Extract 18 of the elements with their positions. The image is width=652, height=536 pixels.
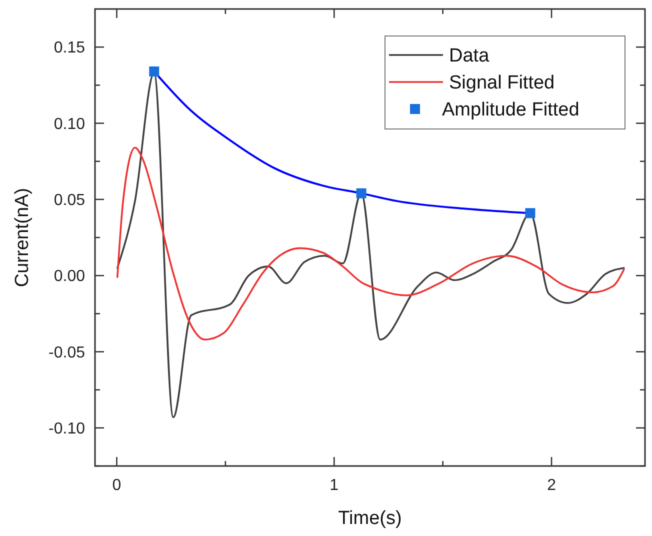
- point: [356, 188, 366, 198]
- y-tick-label: 0.00: [54, 268, 86, 286]
- x-tick-label: 1: [330, 477, 339, 494]
- y-tick-label: 0.05: [54, 192, 86, 210]
- x-axis-title: Time(s): [338, 508, 402, 529]
- line-series: [116, 146, 625, 340]
- x-tick-label: 0: [112, 477, 122, 494]
- point: [149, 66, 160, 76]
- y-tick-label: -0.10: [48, 420, 86, 438]
- y-tick-label: 0.10: [54, 116, 86, 133]
- point: [525, 208, 536, 218]
- y-tick-label: -0.05: [48, 344, 86, 362]
- y-axis-title: Current(nA): [12, 188, 33, 288]
- legend-label: Amplitude Fitted: [442, 100, 580, 121]
- x-tick-label: 2: [547, 477, 556, 494]
- y-tick-label: 0.15: [54, 40, 86, 57]
- legend-label: Signal Fitted: [449, 72, 555, 94]
- legend-label: Data: [449, 46, 490, 67]
